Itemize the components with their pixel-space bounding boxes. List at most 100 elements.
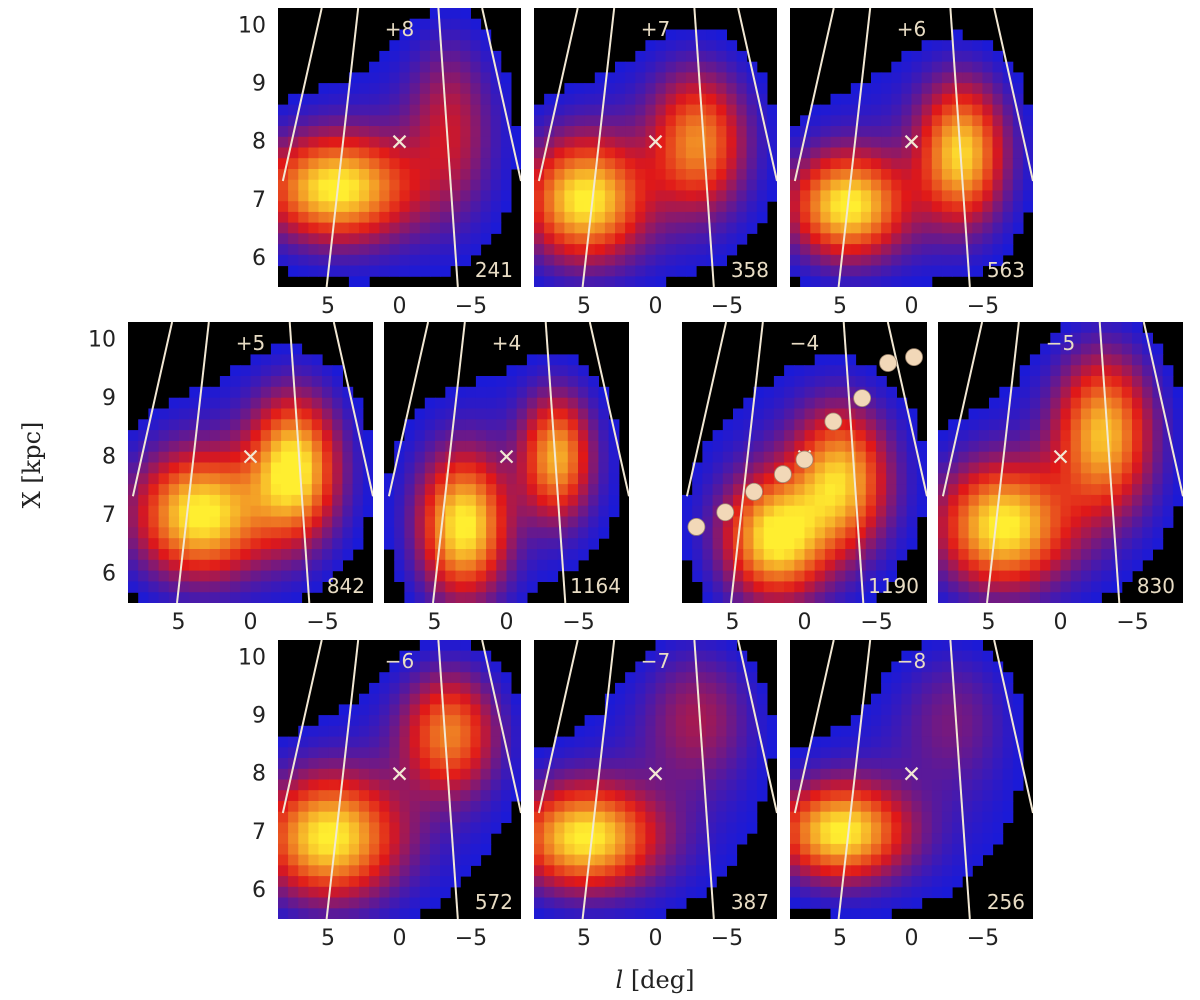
heatmap-cell: [615, 104, 626, 116]
heatmap-cell: [625, 822, 636, 834]
heatmap-cell: [1101, 505, 1113, 518]
heatmap-cell: [475, 505, 487, 518]
heatmap-cell: [706, 661, 717, 673]
heatmap-cell: [308, 886, 320, 899]
guide-line: [1098, 322, 1121, 603]
heatmap-cell: [455, 494, 467, 507]
heatmap-cell: [318, 715, 330, 727]
heatmap-cell: [820, 790, 832, 802]
heatmap-cell: [931, 843, 943, 856]
heatmap-cell: [706, 768, 717, 781]
heatmap-cell: [685, 758, 697, 770]
heatmap-cell: [716, 843, 727, 856]
heatmap-cell: [506, 527, 518, 539]
heatmap-cell: [972, 790, 983, 802]
heatmap-cell: [460, 40, 471, 52]
heatmap-cell: [625, 886, 636, 899]
heatmap-cell: [404, 527, 416, 539]
heatmap-cell: [716, 779, 727, 791]
heatmap-cell: [685, 50, 697, 63]
heatmap-cell: [665, 93, 677, 106]
heatmap-cell: [318, 265, 330, 277]
heatmap-cell: [865, 440, 877, 453]
heatmap-cell: [510, 704, 521, 716]
heatmap-cell: [665, 104, 677, 116]
heatmap-cell: [564, 747, 576, 759]
heatmap-cell: [645, 661, 657, 673]
heatmap-cell: [911, 50, 923, 63]
heatmap-cell: [835, 408, 846, 420]
heatmap-cell: [554, 169, 565, 181]
heatmap-cell: [534, 886, 545, 899]
heatmap-cell: [298, 886, 309, 899]
heatmap-cell: [840, 747, 852, 759]
heatmap-cell: [850, 854, 862, 866]
heatmap-cell: [567, 516, 579, 528]
heatmap-cell: [962, 779, 973, 791]
heatmap-cell: [389, 136, 401, 149]
heatmap-cell: [625, 897, 636, 909]
heatmap-cell: [455, 549, 467, 561]
heatmap-cell: [820, 276, 832, 287]
heatmap-cell: [588, 505, 599, 518]
heatmap-cell: [625, 908, 636, 919]
heatmap-cell: [982, 222, 994, 234]
heatmap-cell: [743, 397, 755, 410]
heatmap-cell: [968, 451, 980, 464]
heatmap-cell: [865, 386, 877, 399]
heatmap-cell: [429, 265, 441, 277]
heatmap-cell: [625, 682, 636, 695]
heatmap-cell: [526, 484, 538, 496]
heatmap-cell: [1080, 473, 1092, 485]
heatmap-cell: [773, 559, 785, 572]
heatmap-cell: [298, 811, 309, 823]
heatmap-cell: [962, 725, 973, 738]
heatmap-cell: [1152, 365, 1164, 377]
heatmap-cell: [318, 736, 330, 748]
heatmap-cell: [972, 843, 983, 856]
heatmap-cell: [665, 190, 677, 202]
heatmap-cell: [941, 201, 953, 213]
heatmap-cell: [554, 104, 565, 116]
heatmap-cell: [931, 790, 943, 802]
heatmap-cell: [921, 211, 933, 224]
heatmap-cell: [604, 93, 616, 106]
heatmap-cell: [685, 136, 697, 149]
heatmap-cell: [931, 833, 943, 845]
heatmap-cell: [554, 115, 565, 127]
heatmap-cell: [1012, 104, 1024, 116]
heatmap-cell: [794, 505, 806, 518]
heatmap-cell: [835, 354, 846, 366]
heatmap-cell: [240, 473, 252, 485]
heatmap-cell: [1142, 462, 1153, 474]
heatmap-cell: [409, 93, 421, 106]
heatmap-cell: [911, 650, 923, 662]
heatmap-cell: [219, 484, 231, 496]
heatmap-cell: [1172, 419, 1183, 431]
heatmap-cell: [921, 747, 933, 759]
heatmap-cell: [763, 440, 775, 453]
heatmap-cell: [736, 704, 748, 716]
heatmap-cell: [716, 822, 727, 834]
heatmap-cell: [790, 136, 801, 149]
heatmap-cell: [840, 126, 852, 138]
heatmap-cell: [830, 104, 842, 116]
heatmap-cell: [860, 136, 872, 149]
heatmap-cell: [1111, 462, 1123, 474]
heatmap-cell: [835, 494, 846, 507]
heatmap-cell: [359, 222, 370, 234]
heatmap-cell: [972, 693, 983, 705]
heatmap-cell: [753, 581, 765, 593]
heatmap-cell: [557, 494, 569, 507]
heatmap-cell: [850, 93, 862, 106]
heatmap-cell: [496, 376, 508, 388]
heatmap-cell: [733, 408, 744, 420]
panel-label: +8: [385, 17, 414, 41]
heatmap-cell: [901, 682, 913, 695]
heatmap-cell: [615, 758, 626, 770]
heatmap-cell: [332, 538, 343, 550]
heatmap-cell: [148, 505, 160, 518]
heatmap-cell: [440, 50, 451, 63]
heatmap-cell: [931, 126, 943, 138]
heatmap-cell: [726, 72, 738, 84]
